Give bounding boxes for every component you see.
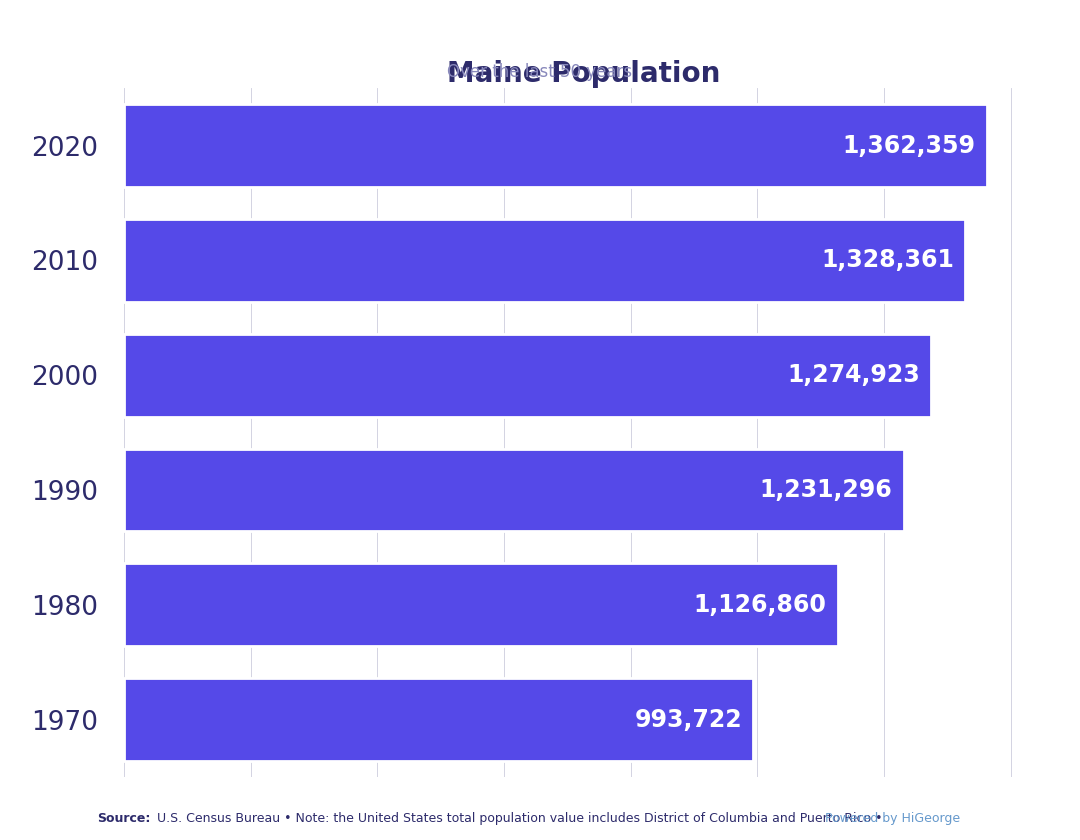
Text: 1,231,296: 1,231,296 <box>759 478 892 502</box>
Bar <box>124 219 966 302</box>
Bar <box>124 678 754 761</box>
Text: Over the last 50 years: Over the last 50 years <box>447 63 633 81</box>
Text: 1,274,923: 1,274,923 <box>787 363 920 387</box>
Bar <box>124 104 987 187</box>
Text: 1,126,860: 1,126,860 <box>693 593 826 617</box>
Bar <box>124 564 838 646</box>
Text: 993,722: 993,722 <box>634 707 742 732</box>
Bar <box>124 449 904 532</box>
Bar <box>124 333 931 417</box>
Text: Powered by HiGeorge: Powered by HiGeorge <box>821 812 960 825</box>
Text: Source:: Source: <box>97 812 150 825</box>
Text: U.S. Census Bureau • Note: the United States total population value includes Dis: U.S. Census Bureau • Note: the United St… <box>153 812 882 825</box>
Text: 1,362,359: 1,362,359 <box>842 134 975 158</box>
Text: 1,328,361: 1,328,361 <box>821 249 954 272</box>
Title: Maine Population: Maine Population <box>446 60 720 88</box>
